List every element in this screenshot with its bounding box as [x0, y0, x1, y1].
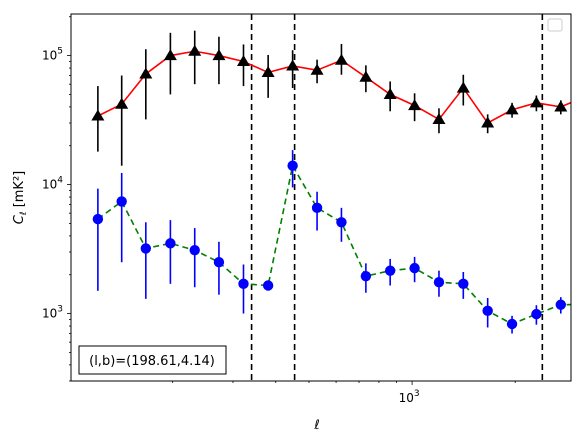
- upper-point-3: [163, 49, 177, 61]
- lower-point-19: [555, 299, 566, 310]
- lower-point-4: [189, 244, 200, 256]
- upper-point-11: [359, 70, 373, 82]
- upper-point-1: [115, 97, 129, 109]
- upper-point-12: [383, 87, 397, 99]
- upper-point-6: [236, 54, 250, 67]
- lower-point-8: [287, 160, 298, 171]
- y-tick-label-1: 104: [42, 176, 63, 192]
- lower-point-9: [311, 202, 323, 214]
- lower-point-5: [213, 257, 225, 268]
- legend-box: [547, 18, 563, 32]
- lower-point-6: [238, 278, 249, 290]
- upper-point-2: [139, 67, 153, 79]
- upper-point-4: [188, 44, 202, 56]
- lower-point-12: [384, 265, 396, 276]
- axes-frame: [70, 13, 572, 382]
- upper-point-5: [212, 49, 226, 61]
- x-axis-label: ℓ: [313, 418, 319, 433]
- y-tick-label-2: 105: [42, 47, 63, 63]
- upper-point-18: [529, 96, 543, 108]
- lower-point-1: [116, 196, 127, 207]
- lower-point-3: [165, 238, 176, 249]
- y-axis-label: Cℓ [mK²]: [12, 171, 29, 224]
- lower-point-16: [482, 305, 493, 317]
- upper-point-8: [286, 59, 300, 71]
- lower-point-17: [506, 318, 518, 330]
- lower-point-15: [458, 278, 469, 290]
- lower-point-13: [409, 262, 420, 274]
- upper-point-13: [408, 99, 422, 111]
- upper-point-0: [91, 109, 105, 121]
- upper-point-17: [505, 103, 519, 115]
- lower-point-7: [262, 280, 274, 291]
- upper-point-10: [334, 53, 348, 65]
- lower-point-14: [433, 277, 445, 288]
- upper-point-15: [456, 81, 470, 93]
- annotation-text: (l,b)=(198.61,4.14): [89, 354, 215, 369]
- lower-point-10: [336, 217, 347, 228]
- upper-point-7: [261, 65, 275, 77]
- y-tick-label-0: 103: [42, 305, 63, 321]
- upper-point-9: [310, 63, 324, 75]
- lower-point-2: [140, 243, 152, 254]
- upper-point-16: [481, 116, 495, 128]
- upper-point-19: [554, 100, 568, 112]
- annotation-box: [78, 345, 227, 375]
- plot-area: [91, 14, 571, 381]
- lower-point-18: [531, 308, 542, 320]
- lower-point-0: [92, 213, 104, 225]
- x-tick-label-0: 103: [399, 389, 420, 405]
- lower-point-11: [360, 270, 372, 282]
- upper-point-14: [432, 112, 446, 124]
